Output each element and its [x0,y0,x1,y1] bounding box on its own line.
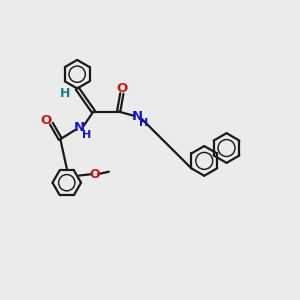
Text: N: N [132,110,143,123]
Text: O: O [40,114,52,127]
Text: O: O [89,168,100,181]
Text: H: H [82,130,91,140]
Text: H: H [59,87,70,100]
Text: N: N [74,122,85,134]
Text: O: O [116,82,128,94]
Text: H: H [139,118,148,128]
